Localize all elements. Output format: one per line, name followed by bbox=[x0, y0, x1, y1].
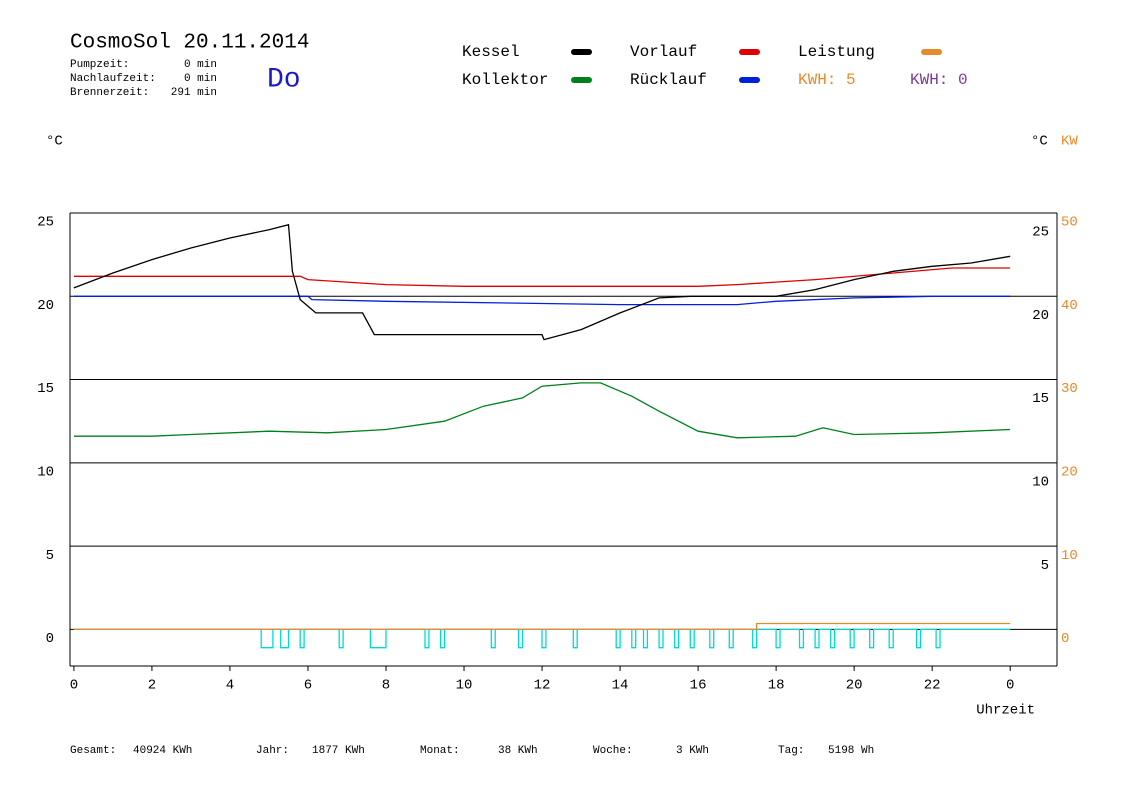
total-value: 5198 Wh bbox=[828, 745, 874, 757]
runtime-value: 0 min bbox=[184, 59, 217, 71]
total-label: Jahr: bbox=[256, 745, 289, 757]
series-line bbox=[73, 382, 1011, 439]
y-tick-label: 5 bbox=[46, 548, 54, 564]
x-tick-label: 0 bbox=[1006, 678, 1014, 694]
legend-label: Rücklauf bbox=[630, 71, 707, 89]
legend-label: Vorlauf bbox=[630, 43, 697, 61]
runtime-label: Nachlaufzeit: bbox=[70, 73, 156, 85]
y-axis-label: °C bbox=[46, 134, 63, 150]
y2-tick-label: 10 bbox=[1061, 548, 1078, 564]
y-tick-label: 10 bbox=[37, 465, 54, 481]
total-label: Monat: bbox=[420, 745, 460, 757]
total-label: Woche: bbox=[593, 745, 633, 757]
total-value: 3 KWh bbox=[676, 745, 709, 757]
y-tick-label: 15 bbox=[37, 381, 54, 397]
x-tick-label: 2 bbox=[148, 678, 156, 694]
kwh-label: KWH: 5 bbox=[798, 71, 856, 89]
weekday: Do bbox=[267, 64, 301, 95]
x-tick-label: 16 bbox=[690, 678, 707, 694]
y-right-tick-label: 10 bbox=[1032, 475, 1049, 491]
legend-label: Leistung bbox=[798, 43, 875, 61]
legend-swatch bbox=[921, 49, 942, 55]
series-line bbox=[73, 267, 1011, 287]
y2-tick-label: 40 bbox=[1061, 298, 1078, 314]
total-value: 1877 KWh bbox=[312, 745, 365, 757]
x-tick-label: 8 bbox=[382, 678, 390, 694]
legend-swatch bbox=[739, 77, 760, 83]
x-tick-label: 6 bbox=[304, 678, 312, 694]
total-label: Tag: bbox=[778, 745, 804, 757]
runtime-label: Brennerzeit: bbox=[70, 87, 149, 99]
x-tick-label: 14 bbox=[612, 678, 629, 694]
series-line bbox=[73, 628, 1011, 649]
y-right-tick-label: 25 bbox=[1032, 225, 1049, 241]
y2-tick-label: 30 bbox=[1061, 381, 1078, 397]
runtime-label: Pumpzeit: bbox=[70, 59, 129, 71]
x-tick-label: 10 bbox=[456, 678, 473, 694]
y2-axis-label: KW bbox=[1061, 134, 1078, 150]
series-line bbox=[73, 223, 1011, 341]
y-tick-label: 25 bbox=[37, 215, 54, 231]
x-tick-label: 18 bbox=[768, 678, 785, 694]
y2-tick-label: 50 bbox=[1061, 215, 1078, 231]
y2-tick-label: 20 bbox=[1061, 465, 1078, 481]
y2-tick-label: 0 bbox=[1061, 631, 1069, 647]
y-right-tick-label: 5 bbox=[1041, 558, 1049, 574]
legend-swatch bbox=[739, 49, 760, 55]
x-tick-label: 0 bbox=[70, 678, 78, 694]
runtime-value: 0 min bbox=[184, 73, 217, 85]
legend-label: Kessel bbox=[462, 43, 520, 61]
x-tick-label: 20 bbox=[846, 678, 863, 694]
x-tick-label: 4 bbox=[226, 678, 234, 694]
runtime-value: 291 min bbox=[171, 87, 217, 99]
y-right-tick-label: 15 bbox=[1032, 391, 1049, 407]
x-tick-label: 12 bbox=[534, 678, 551, 694]
legend-swatch bbox=[571, 49, 592, 55]
y-right-tick-label: 20 bbox=[1032, 308, 1049, 324]
series-line bbox=[73, 295, 1011, 306]
y-tick-label: 0 bbox=[46, 631, 54, 647]
y-tick-label: 20 bbox=[37, 298, 54, 314]
legend-label: Kollektor bbox=[462, 71, 548, 89]
series-line bbox=[73, 622, 1011, 631]
legend-swatch bbox=[571, 77, 592, 83]
total-value: 38 KWh bbox=[498, 745, 538, 757]
kwh-label: KWH: 0 bbox=[910, 71, 968, 89]
chart-title: CosmoSol 20.11.2014 bbox=[70, 32, 309, 55]
total-value: 40924 KWh bbox=[133, 745, 192, 757]
x-axis-label: Uhrzeit bbox=[976, 703, 1035, 719]
total-label: Gesamt: bbox=[70, 745, 116, 757]
x-tick-label: 22 bbox=[924, 678, 941, 694]
y2-axis-label: °C bbox=[1031, 134, 1048, 150]
